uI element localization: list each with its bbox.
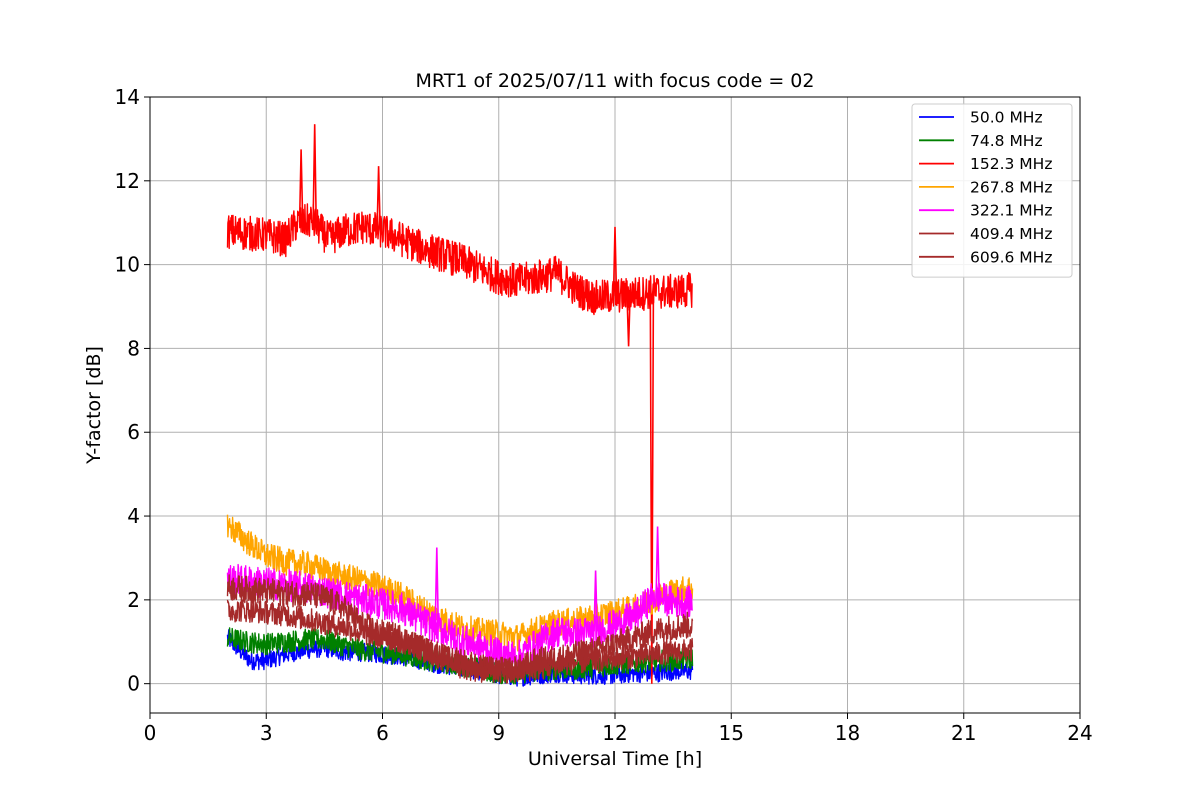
x-axis-label: Universal Time [h] bbox=[528, 748, 702, 770]
series-spike-4 bbox=[593, 570, 598, 632]
series-spike-2 bbox=[312, 124, 317, 224]
series-line-6 bbox=[226, 599, 694, 682]
x-tick-label: 18 bbox=[835, 721, 860, 745]
series-layer bbox=[226, 124, 694, 687]
x-axis-ticks: 0 3 6 9 12 15 18 21 24 bbox=[144, 713, 1093, 745]
x-tick-label: 21 bbox=[951, 721, 976, 745]
series-line-4 bbox=[226, 563, 693, 672]
y-tick-label: 8 bbox=[127, 336, 140, 360]
x-tick-label: 24 bbox=[1067, 721, 1092, 745]
y-tick-label: 2 bbox=[127, 588, 140, 612]
legend-label: 609.6 MHz bbox=[970, 248, 1052, 266]
x-tick-label: 3 bbox=[260, 721, 273, 745]
y-axis-label: Y-factor [dB] bbox=[83, 346, 105, 465]
y-tick-label: 6 bbox=[127, 420, 140, 444]
y-tick-label: 14 bbox=[115, 85, 140, 109]
legend-label: 322.1 MHz bbox=[970, 202, 1052, 220]
y-axis-ticks: 0 2 4 6 8 10 12 14 bbox=[115, 85, 150, 696]
x-tick-label: 15 bbox=[719, 721, 744, 745]
series-spike-4 bbox=[655, 526, 660, 597]
x-tick-label: 9 bbox=[492, 721, 505, 745]
series-line-2 bbox=[226, 203, 693, 316]
chart-title: MRT1 of 2025/07/11 with focus code = 02 bbox=[416, 70, 815, 92]
y-tick-label: 10 bbox=[115, 253, 140, 277]
series-line-3 bbox=[226, 514, 694, 652]
series-line-5 bbox=[226, 574, 694, 684]
y-tick-label: 4 bbox=[127, 504, 140, 528]
series-spike-4 bbox=[434, 547, 440, 628]
series-spike-2 bbox=[626, 294, 631, 347]
x-tick-label: 6 bbox=[376, 721, 389, 745]
y-tick-label: 12 bbox=[115, 169, 140, 193]
series-spike-2 bbox=[612, 226, 618, 297]
legend-label: 409.4 MHz bbox=[970, 225, 1052, 243]
legend: 50.0 MHz 74.8 MHz 152.3 MHz 267.8 MHz 32… bbox=[911, 103, 1073, 278]
legend-label: 74.8 MHz bbox=[970, 132, 1043, 150]
series-spike-2 bbox=[376, 166, 381, 231]
x-tick-label: 12 bbox=[602, 721, 627, 745]
legend-label: 50.0 MHz bbox=[970, 109, 1043, 127]
series-spike-2 bbox=[298, 149, 304, 223]
x-tick-label: 0 bbox=[144, 721, 157, 745]
legend-label: 267.8 MHz bbox=[970, 178, 1052, 196]
y-tick-label: 0 bbox=[127, 672, 140, 696]
series-spike-2 bbox=[649, 292, 655, 684]
legend-label: 152.3 MHz bbox=[970, 155, 1052, 173]
